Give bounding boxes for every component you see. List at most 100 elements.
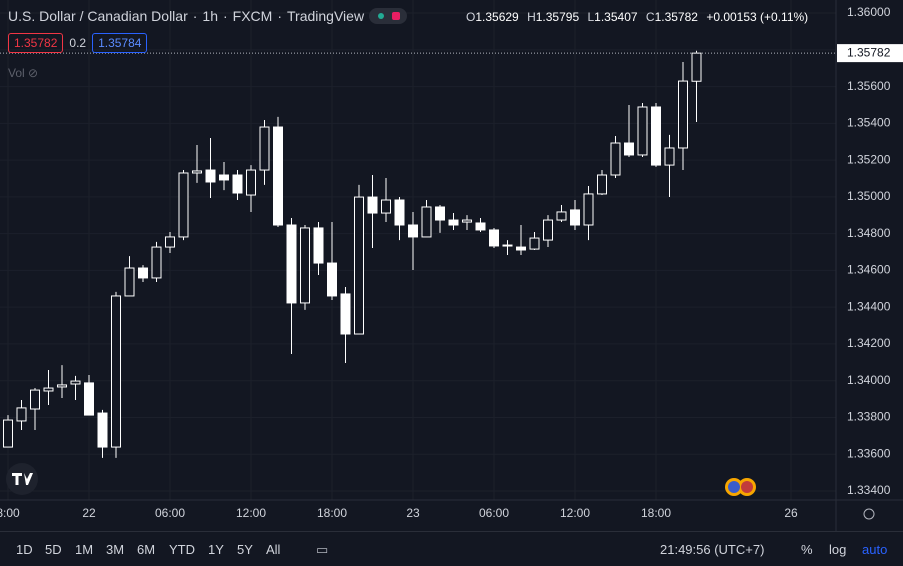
range-button[interactable]: 3M bbox=[106, 542, 125, 557]
quotes: 1.35782 0.2 1.35784 bbox=[8, 33, 148, 53]
ohlc-legend: O1.35629 H1.35795 L1.35407 C1.35782 +0.0… bbox=[466, 10, 813, 24]
candle-body bbox=[232, 174, 243, 194]
candle-body bbox=[205, 169, 216, 183]
x-tick-label: 23 bbox=[406, 506, 420, 520]
candle-body bbox=[678, 80, 688, 149]
interval[interactable]: 1h bbox=[202, 8, 218, 24]
y-tick-label: 1.33600 bbox=[847, 446, 891, 460]
candle-body bbox=[664, 147, 675, 166]
candle-body bbox=[610, 142, 621, 176]
candle-body bbox=[394, 199, 405, 226]
ohlc-label: H bbox=[527, 10, 536, 24]
x-tick-label: 26 bbox=[784, 506, 798, 520]
candle-body bbox=[543, 219, 553, 241]
x-tick-label: 12:00 bbox=[236, 506, 266, 520]
candle-body bbox=[502, 244, 513, 247]
y-tick-label: 1.33800 bbox=[847, 410, 891, 424]
y-tick-label: 1.35600 bbox=[847, 79, 891, 93]
price-label: 1.35782 bbox=[847, 45, 891, 59]
ohlc-value: 1.35407 bbox=[594, 10, 638, 24]
ohlc-label: L bbox=[587, 10, 595, 24]
candle-body bbox=[327, 262, 337, 297]
x-tick-label: 22 bbox=[82, 506, 96, 520]
x-tick-label: 06:00 bbox=[155, 506, 185, 520]
bid[interactable]: 1.35782 bbox=[8, 33, 64, 53]
y-tick-label: 1.36000 bbox=[847, 5, 891, 19]
candle-body bbox=[57, 384, 67, 388]
x-tick-label: 18:00 bbox=[317, 506, 347, 520]
tv-logo bbox=[6, 463, 38, 495]
range-button[interactable]: YTD bbox=[169, 542, 195, 557]
candle-body bbox=[259, 126, 270, 171]
ask[interactable]: 1.35784 bbox=[92, 33, 148, 53]
date-range-icon[interactable]: ▭ bbox=[316, 542, 329, 557]
candle-body bbox=[651, 106, 661, 166]
candle-body bbox=[421, 206, 432, 238]
x-tick-label: 06:00 bbox=[479, 506, 509, 520]
gear[interactable] bbox=[863, 508, 875, 520]
settings-icon[interactable] bbox=[863, 508, 875, 520]
flag-us[interactable] bbox=[728, 481, 740, 493]
candle-body bbox=[97, 412, 108, 448]
clock: 21:49:56 (UTC+7) bbox=[660, 542, 765, 557]
candle-body bbox=[691, 52, 702, 82]
candle-body bbox=[124, 267, 135, 297]
range-button[interactable]: All bbox=[266, 542, 281, 557]
candle-body bbox=[475, 222, 486, 231]
candle-body bbox=[448, 219, 459, 226]
candle-body bbox=[381, 199, 391, 214]
range-button[interactable]: 5D bbox=[45, 542, 62, 557]
flag-us[interactable] bbox=[741, 481, 753, 493]
candle-body bbox=[624, 142, 634, 156]
range-button[interactable]: 1M bbox=[75, 542, 94, 557]
candle-body bbox=[165, 236, 175, 248]
candle-body bbox=[489, 229, 499, 247]
event-flags[interactable] bbox=[725, 478, 756, 496]
auto-toggle[interactable]: auto bbox=[862, 542, 888, 557]
candle-body bbox=[597, 174, 607, 195]
range-button[interactable]: 1Y bbox=[208, 542, 224, 557]
y-tick-label: 1.34200 bbox=[847, 336, 891, 350]
candle-body bbox=[84, 382, 94, 416]
candle-body bbox=[435, 206, 445, 221]
x-tick-label: 18:00 bbox=[641, 506, 671, 520]
candle-body bbox=[354, 196, 364, 335]
status-icon bbox=[392, 12, 401, 20]
symbol[interactable]: U.S. Dollar / Canadian Dollar bbox=[8, 8, 188, 24]
candle-body bbox=[16, 407, 27, 422]
candle-body bbox=[151, 246, 162, 279]
candle-body bbox=[637, 106, 648, 156]
ohlc-value: 1.35782 bbox=[654, 10, 698, 24]
y-tick-label: 1.34000 bbox=[847, 373, 891, 387]
bottom-toolbar: 1D 5D 1M 3M 6M YTD 1Y 5Y All ▭ 21:49:56 (UTC+7) … bbox=[0, 531, 903, 566]
candle-body bbox=[3, 419, 13, 448]
range-button[interactable]: 5Y bbox=[237, 542, 253, 557]
range-button[interactable]: 1D bbox=[16, 542, 33, 557]
range-button[interactable]: 6M bbox=[137, 542, 156, 557]
candle-body bbox=[30, 389, 40, 410]
y-tick-label: 1.33400 bbox=[847, 483, 891, 497]
status-dot bbox=[378, 13, 385, 19]
candle-body bbox=[367, 196, 378, 214]
ohlc-label: O bbox=[466, 10, 476, 24]
y-tick-label: 1.34800 bbox=[847, 226, 891, 240]
percent-toggle[interactable]: % bbox=[801, 542, 813, 557]
separator: · bbox=[223, 8, 228, 24]
candle-body bbox=[529, 237, 540, 250]
platform: TradingView bbox=[287, 8, 365, 24]
candle-body bbox=[219, 174, 229, 181]
logo-mark bbox=[12, 473, 33, 485]
change: +0.00153 (+0.11%) bbox=[706, 10, 809, 24]
candle-body bbox=[111, 295, 121, 448]
volume-label: Vol bbox=[8, 66, 25, 80]
candle-body bbox=[556, 211, 567, 221]
x-tick-label: 8:00 bbox=[0, 506, 20, 520]
logo-bg bbox=[6, 463, 38, 495]
market-status[interactable] bbox=[369, 8, 408, 24]
log-toggle[interactable]: log bbox=[829, 542, 847, 557]
eye-icon[interactable]: ⊘ bbox=[28, 66, 39, 80]
ohlc-label: C bbox=[645, 10, 655, 24]
candle-body bbox=[273, 126, 283, 226]
chart: 1.33400 1.33600 1.33800 1.34000 1.34200 1.344… bbox=[0, 0, 903, 531]
